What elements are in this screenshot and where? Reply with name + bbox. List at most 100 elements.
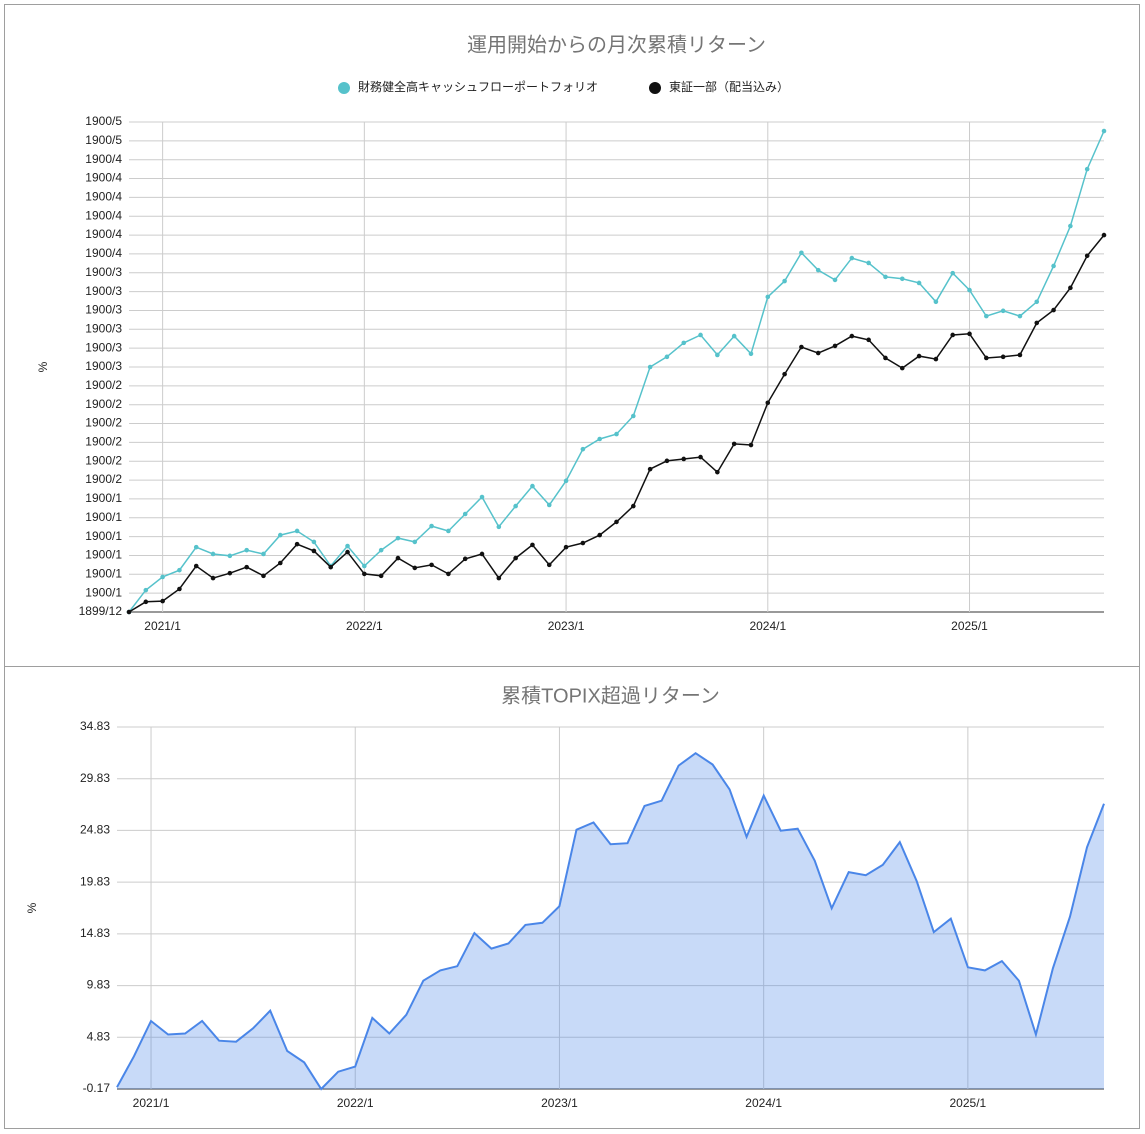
point <box>412 539 418 545</box>
point <box>715 469 720 475</box>
point <box>715 352 720 358</box>
point <box>614 431 619 437</box>
point <box>748 442 754 448</box>
point <box>799 250 804 256</box>
point <box>866 260 871 266</box>
point <box>899 276 905 282</box>
point <box>967 287 972 293</box>
y-tick-label: 1900/4 <box>85 171 122 185</box>
point <box>227 570 233 576</box>
y-tick-label: 1900/4 <box>85 208 122 222</box>
point <box>513 555 518 561</box>
point <box>1101 232 1107 238</box>
point <box>1034 299 1040 305</box>
point <box>731 441 737 447</box>
panel <box>4 666 1140 1129</box>
point <box>1034 320 1040 326</box>
point <box>580 446 586 452</box>
point <box>597 532 602 538</box>
point <box>546 502 552 508</box>
point <box>698 454 703 460</box>
y-tick-label: 1900/2 <box>85 453 122 467</box>
point <box>395 555 401 561</box>
y-tick-label: 1900/2 <box>85 472 122 486</box>
y-tick-label: 1900/1 <box>85 491 122 505</box>
legend-marker <box>338 82 350 94</box>
point <box>866 337 871 343</box>
point <box>815 267 821 273</box>
point <box>143 599 149 605</box>
y-tick-label: 1900/3 <box>85 359 122 373</box>
point <box>261 573 266 579</box>
point <box>1000 308 1006 314</box>
point <box>950 270 956 276</box>
point <box>916 353 922 359</box>
area-line <box>116 751 1105 1091</box>
point <box>832 343 838 349</box>
point <box>614 519 619 525</box>
panel <box>4 4 1140 667</box>
point <box>664 354 670 360</box>
point <box>177 567 182 573</box>
x-tick-label: 2024/1 <box>749 619 786 633</box>
y-tick-label: 1900/2 <box>85 378 122 392</box>
point <box>883 355 888 361</box>
point <box>563 478 569 484</box>
y-tick-label: 1900/5 <box>85 133 122 147</box>
point <box>967 331 972 337</box>
point <box>277 532 283 538</box>
point <box>345 543 350 549</box>
point <box>1084 253 1090 259</box>
x-tick-label: 2023/1 <box>548 619 585 633</box>
y-tick-label: 1900/4 <box>85 152 122 166</box>
point <box>731 333 737 339</box>
point <box>849 255 855 261</box>
y-tick-label: 29.83 <box>80 771 110 785</box>
point <box>530 542 535 548</box>
point <box>681 456 687 462</box>
point <box>580 540 586 546</box>
area-fill <box>117 753 1104 1089</box>
point <box>311 548 317 554</box>
point <box>462 556 468 562</box>
point <box>1051 263 1056 269</box>
y-tick-label: 19.83 <box>80 874 110 888</box>
point <box>345 549 350 555</box>
point <box>1017 352 1023 358</box>
point <box>244 564 249 570</box>
chart-title: 運用開始からの月次累積リターン <box>467 33 766 56</box>
y-tick-label: 1900/1 <box>85 585 122 599</box>
legend-marker <box>649 82 661 94</box>
point <box>429 523 434 529</box>
point <box>429 562 434 568</box>
point <box>933 299 939 305</box>
point <box>1000 354 1006 360</box>
chart-title: 累積TOPIX超過リターン <box>501 684 720 707</box>
y-tick-label: 1900/2 <box>85 416 122 430</box>
point <box>899 365 905 371</box>
y-tick-label: 1900/4 <box>85 190 122 204</box>
point <box>849 333 855 339</box>
y-tick-label: 4.83 <box>87 1029 111 1043</box>
point <box>496 575 502 581</box>
point <box>1068 285 1073 291</box>
point <box>160 574 165 580</box>
point <box>748 351 754 357</box>
x-tick-label: 2022/1 <box>346 619 383 633</box>
point <box>984 355 989 361</box>
point <box>799 344 804 350</box>
point <box>446 571 451 577</box>
y-axis-label: % <box>25 902 39 913</box>
point <box>1068 223 1073 229</box>
y-tick-label: 1900/2 <box>85 397 122 411</box>
point <box>1051 307 1056 313</box>
y-tick-label: 24.83 <box>80 823 110 837</box>
point <box>378 547 384 553</box>
point <box>1017 313 1023 319</box>
y-tick-label: 1900/4 <box>85 246 122 260</box>
point <box>513 503 518 509</box>
y-tick-label: 1899/12 <box>79 604 123 618</box>
point <box>378 573 384 579</box>
point <box>277 560 283 566</box>
